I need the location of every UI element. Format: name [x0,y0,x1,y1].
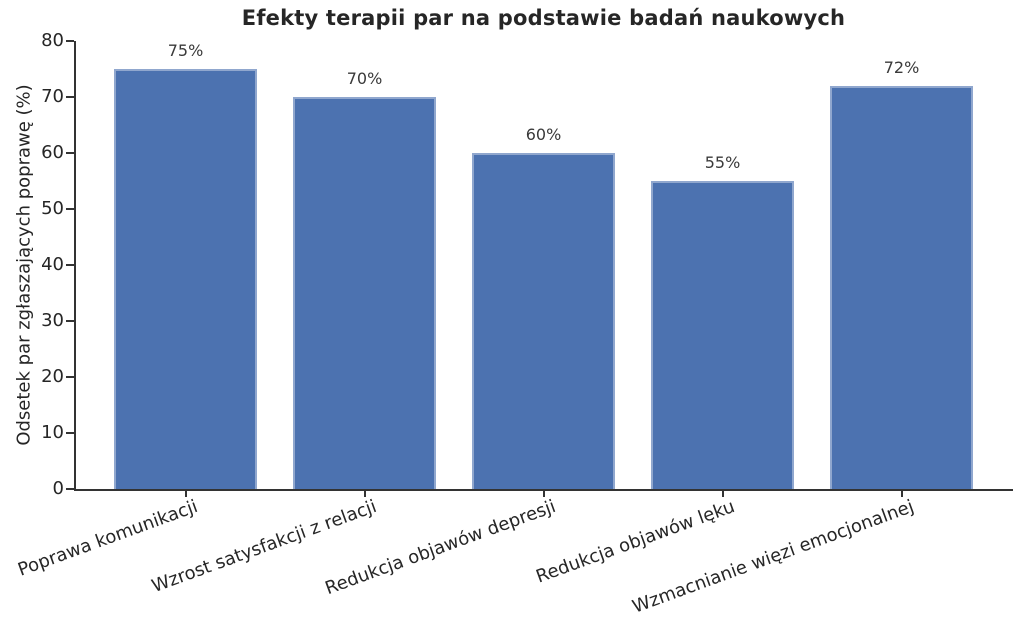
chart-title: Efekty terapii par na podstawie badań na… [241,6,846,30]
x-tick-mark [900,491,903,497]
y-tick-label: 60 [41,142,64,163]
x-tick-mark [542,491,545,497]
y-tick-mark [66,208,74,210]
y-tick-mark [66,96,74,98]
y-tick-label: 80 [41,30,64,51]
x-tick-mark [363,491,366,497]
x-tick-mark [721,491,724,497]
x-axis-line [74,489,1013,491]
y-tick-label: 10 [41,422,64,443]
bar [114,69,257,489]
y-tick-mark [66,376,74,378]
x-tick-mark [184,491,187,497]
y-tick-mark [66,40,74,42]
bar-value-label: 55% [704,153,741,172]
y-tick-label: 20 [41,366,64,387]
y-tick-label: 40 [41,254,64,275]
bar [830,85,973,489]
bar-value-label: 70% [346,69,383,88]
y-tick-mark [66,488,74,490]
bar [651,181,794,489]
y-tick-label: 0 [52,478,64,499]
bar [293,97,436,489]
bar-value-label: 72% [883,57,920,77]
bar [472,153,615,489]
y-tick-mark [66,152,74,154]
y-tick-mark [66,432,74,434]
bar-value-label: 60% [525,125,562,144]
y-tick-mark [66,264,74,266]
bar-value-label: 75% [167,41,204,60]
x-tick-label: Wzmacnianie więzi emocjonalnej [629,496,917,618]
y-axis-line [74,41,76,491]
y-tick-label: 30 [41,310,64,331]
y-tick-label: 70 [41,86,64,107]
y-tick-label: 50 [41,198,64,219]
y-tick-mark [66,320,74,322]
